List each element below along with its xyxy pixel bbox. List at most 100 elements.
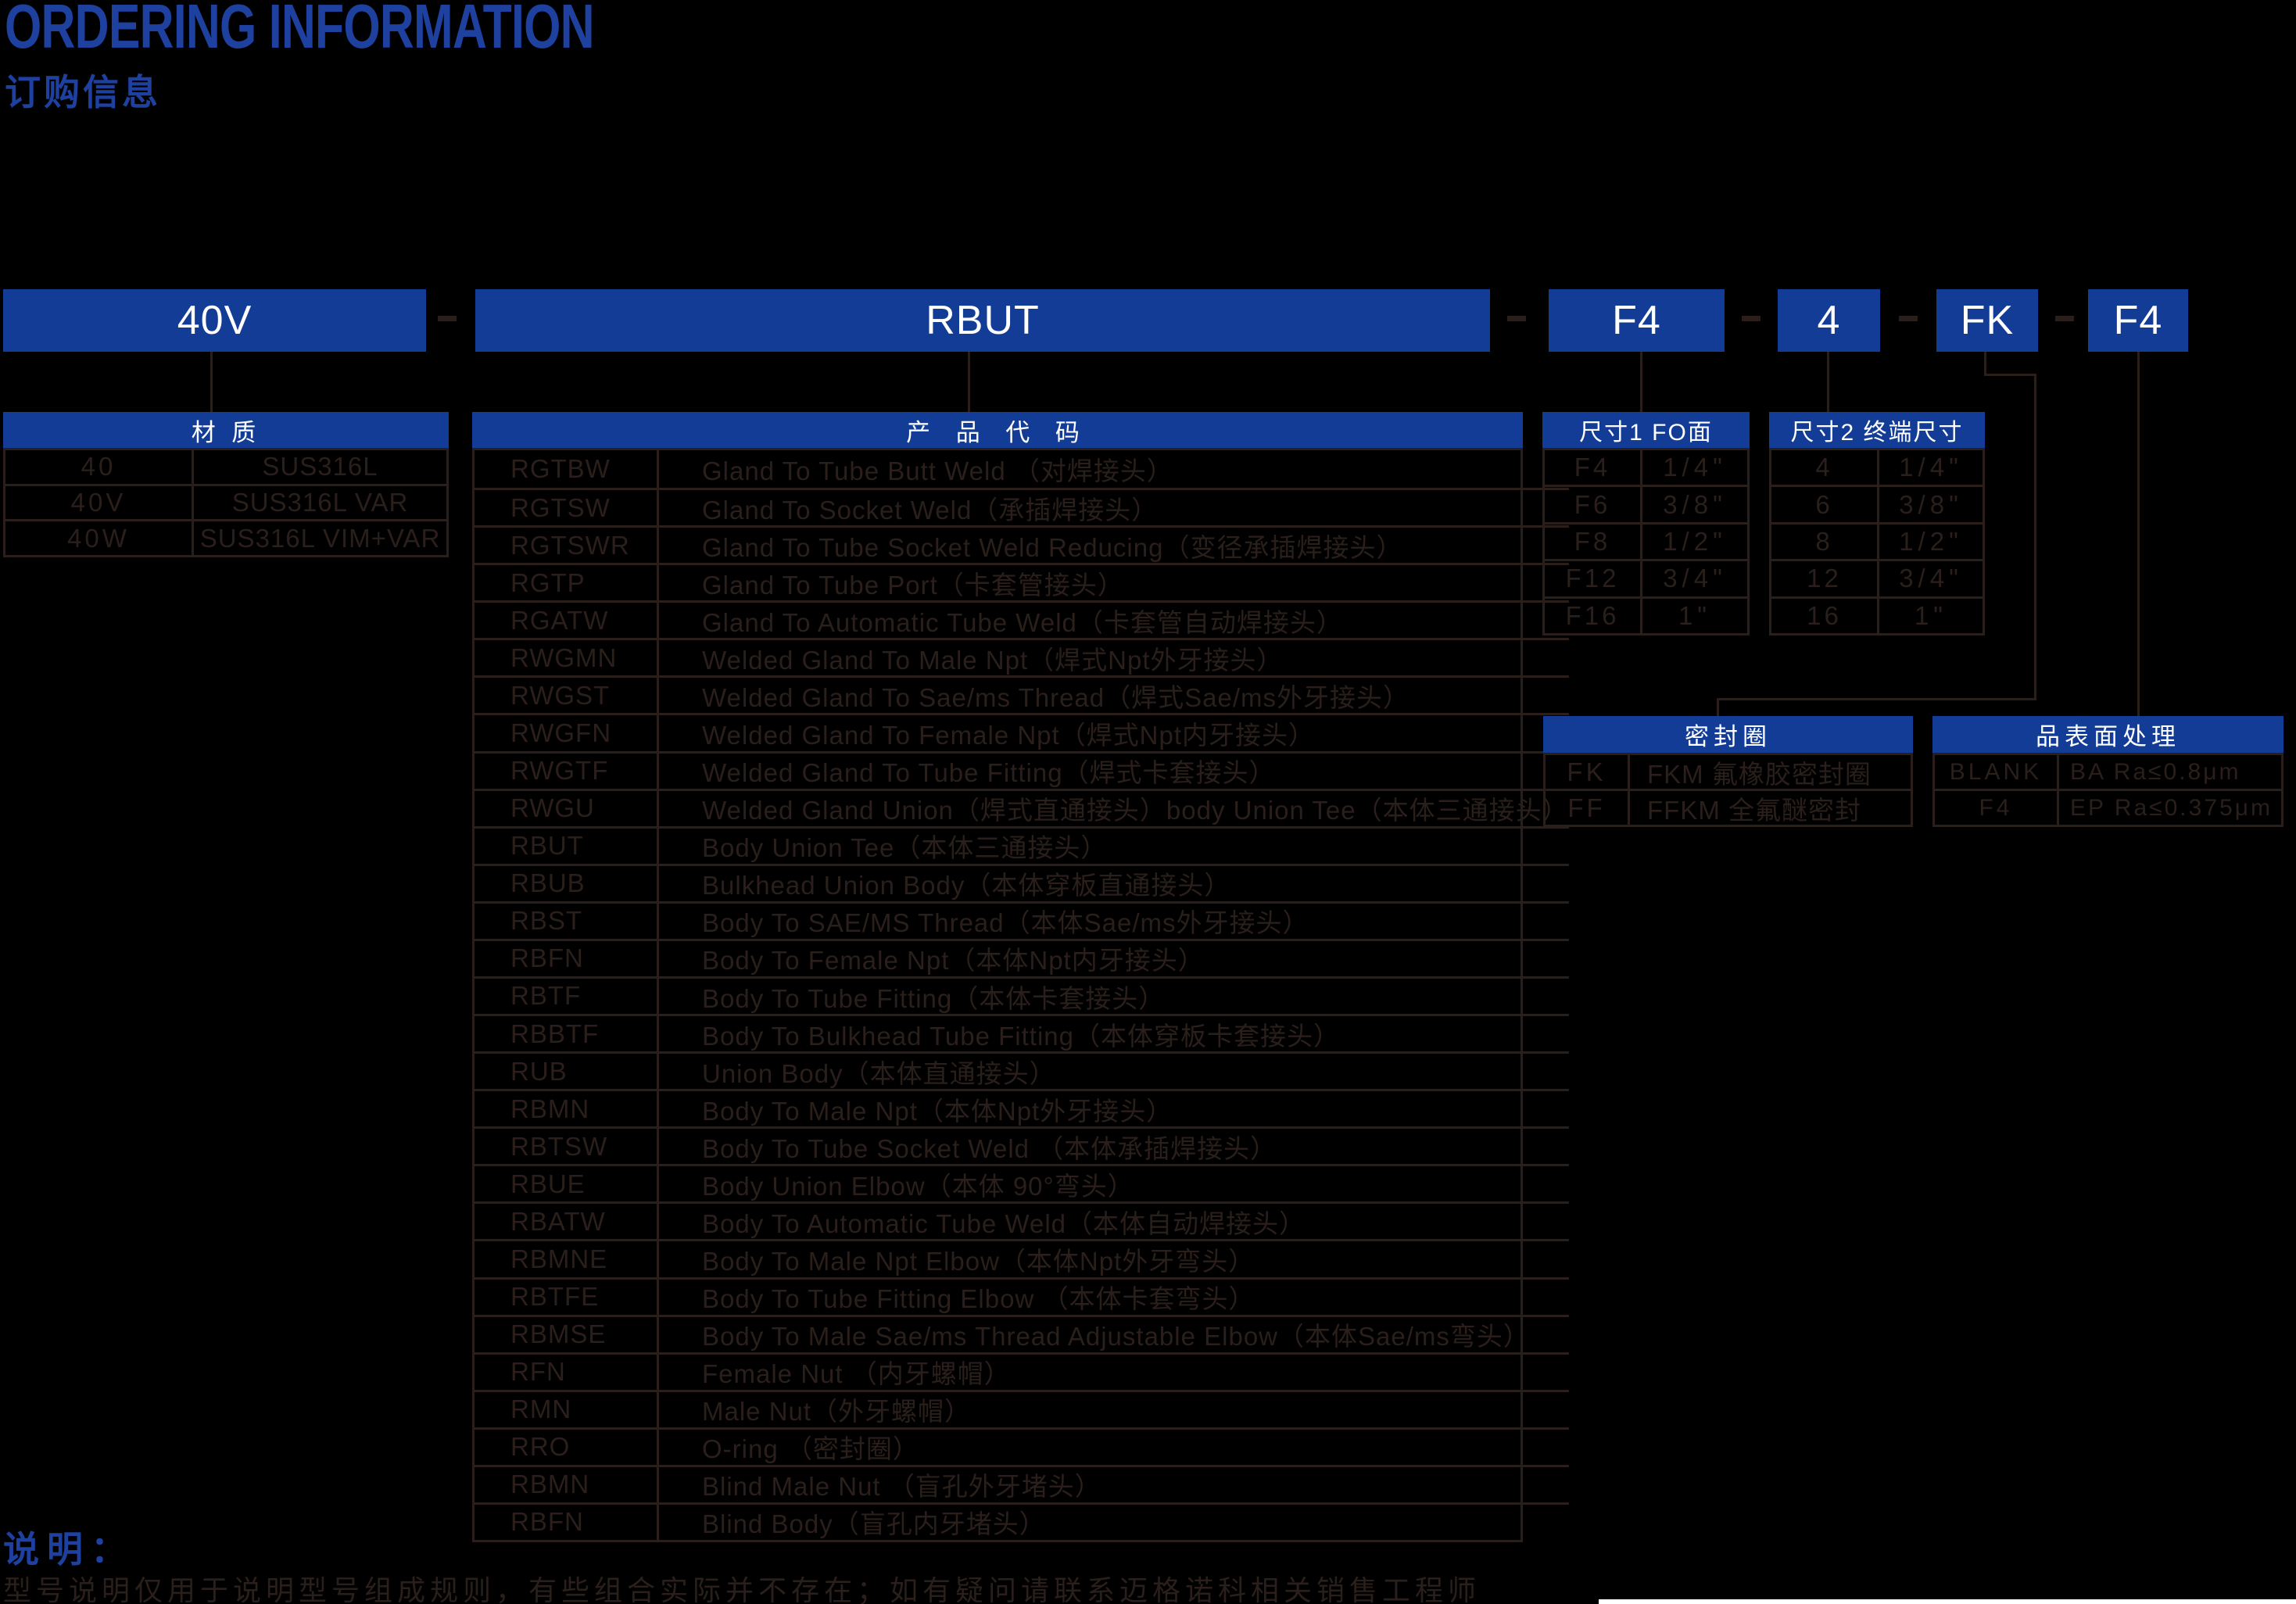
product-desc-cell: Gland To Tube Butt Weld （对焊接头） bbox=[702, 456, 1173, 486]
table-row: 8 1/2" bbox=[1771, 521, 1983, 560]
surface-code-cell: F4 bbox=[1935, 791, 2059, 825]
product-code-cell: RBATW bbox=[475, 1204, 659, 1240]
note-text: 型号说明仅用于说明型号组成规则，有些组合实际并不存在；如有疑问请联系迈格诺科相关… bbox=[3, 1574, 1481, 1604]
table-row: RBUE Body Union Elbow（本体 90°弯头） bbox=[475, 1164, 1569, 1202]
table-row: RBMN Body To Male Npt（本体Npt外牙接头） bbox=[475, 1089, 1569, 1127]
product-code-cell: RBTSW bbox=[475, 1129, 659, 1165]
size2-value-cell: 3/4" bbox=[1899, 564, 1963, 593]
connector-line-material bbox=[210, 352, 213, 412]
product-code-cell: RBTFE bbox=[475, 1279, 659, 1315]
size2-code-cell: 12 bbox=[1771, 561, 1879, 596]
product-desc-cell: Welded Gland To Female Npt（焊式Npt内牙接头） bbox=[702, 721, 1316, 750]
part-number-segment-surface: F4 bbox=[2088, 289, 2188, 352]
size1-value-cell: 3/8" bbox=[1663, 489, 1727, 519]
product-code-cell: RBUT bbox=[475, 828, 659, 864]
product-desc-cell: Body To Female Npt（本体Npt内牙接头） bbox=[702, 946, 1205, 976]
product-code-cell: RBUB bbox=[475, 865, 659, 901]
material-code-cell: 40 bbox=[5, 450, 194, 484]
connector-line-seal bbox=[2034, 374, 2036, 700]
product-desc-cell: Gland To Socket Weld（承插焊接头） bbox=[702, 495, 1159, 525]
surface-table: 品表面处理 BLANK BA Ra≤0.8μm F4 EP Ra≤0.375μm bbox=[1932, 716, 2283, 827]
seal-code-cell: FK bbox=[1546, 755, 1630, 789]
product-desc-cell: Male Nut（外牙螺帽） bbox=[702, 1397, 972, 1427]
connector-line-seal bbox=[1984, 352, 1986, 376]
size2-code-cell: 6 bbox=[1771, 487, 1879, 522]
size1-code-cell: F16 bbox=[1545, 598, 1642, 634]
product-desc-cell: Body To Tube Socket Weld （本体承插焊接头） bbox=[702, 1133, 1277, 1163]
product-desc-cell: Body To Tube Fitting（本体卡套接头） bbox=[702, 983, 1166, 1013]
size1-value-cell: 1" bbox=[1678, 600, 1712, 630]
size1-code-cell: F8 bbox=[1545, 524, 1642, 560]
product-code-cell: RWGMN bbox=[475, 640, 659, 676]
surface-code-cell: BLANK bbox=[1935, 755, 2059, 789]
product-code-table-header: 产 品 代 码 bbox=[472, 412, 1523, 448]
table-row: RBST Body To SAE/MS Thread（本体Sae/ms外牙接头） bbox=[475, 900, 1569, 939]
product-code-cell: RGTP bbox=[475, 565, 659, 601]
table-row: RBMSE Body To Male Sae/ms Thread Adjusta… bbox=[475, 1314, 1569, 1352]
table-row: RGTP Gland To Tube Port（卡套管接头） bbox=[475, 563, 1569, 601]
table-row: RBUB Bulkhead Union Body（本体穿板直通接头） bbox=[475, 863, 1569, 901]
size1-value-cell: 3/4" bbox=[1663, 564, 1727, 593]
product-code-cell: RBFN bbox=[475, 1504, 659, 1540]
part-number-segment-size2: 4 bbox=[1778, 289, 1880, 352]
product-code-cell: RFN bbox=[475, 1354, 659, 1390]
surface-desc-cell: EP Ra≤0.375μm bbox=[2070, 794, 2273, 821]
product-code-cell: RMN bbox=[475, 1391, 659, 1427]
page-edge-strip bbox=[1599, 1599, 2296, 1604]
product-desc-cell: Body To SAE/MS Thread（本体Sae/ms外牙接头） bbox=[702, 908, 1309, 938]
product-code-cell: RUB bbox=[475, 1054, 659, 1090]
product-code-cell: RBBTF bbox=[475, 1016, 659, 1052]
product-code-cell: RWGFN bbox=[475, 715, 659, 751]
table-row: RUB Union Body（本体直通接头） bbox=[475, 1051, 1569, 1090]
table-row: RGTSWR Gland To Tube Socket Weld Reducin… bbox=[475, 525, 1569, 564]
table-row: RWGTF Welded Gland To Tube Fitting（焊式卡套接… bbox=[475, 750, 1569, 789]
table-row: RBFN Blind Body（盲孔内牙堵头） bbox=[475, 1502, 1569, 1540]
product-desc-cell: Blind Body（盲孔内牙堵头） bbox=[702, 1509, 1046, 1539]
table-row: 40V SUS316L VAR bbox=[5, 483, 446, 520]
product-code-cell: RRO bbox=[475, 1429, 659, 1465]
product-desc-cell: Gland To Automatic Tube Weld（卡套管自动焊接头） bbox=[702, 607, 1343, 637]
material-name-cell: SUS316L VIM+VAR bbox=[199, 523, 441, 553]
table-row: RWGST Welded Gland To Sae/ms Thread（焊式Sa… bbox=[475, 675, 1569, 714]
dash-separator bbox=[1742, 316, 1761, 321]
size1-table: 尺寸1 FO面 F4 1/4" F6 3/8" F8 1/2" bbox=[1542, 412, 1750, 636]
connector-line-seal bbox=[1984, 374, 2036, 376]
size1-code-cell: F12 bbox=[1545, 561, 1642, 596]
table-row: F4 1/4" bbox=[1545, 450, 1747, 485]
dash-separator bbox=[438, 316, 457, 321]
page-title: ORDERING INFORMATION bbox=[5, 0, 595, 61]
size1-value-cell: 1/2" bbox=[1663, 527, 1727, 557]
seal-desc-cell: FKM 氟橡胶密封圈 bbox=[1647, 759, 1872, 789]
table-row: BLANK BA Ra≤0.8μm bbox=[1935, 755, 2281, 789]
size2-value-cell: 1/2" bbox=[1899, 527, 1963, 557]
product-desc-cell: Body To Bulkhead Tube Fitting（本体穿板卡套接头） bbox=[702, 1021, 1341, 1051]
table-row: RBBTF Body To Bulkhead Tube Fitting（本体穿板… bbox=[475, 1014, 1569, 1052]
table-row: F16 1" bbox=[1545, 596, 1747, 634]
table-row: RGTBW Gland To Tube Butt Weld （对焊接头） bbox=[475, 450, 1569, 489]
product-desc-cell: Blind Male Nut （盲孔外牙堵头） bbox=[702, 1472, 1101, 1502]
product-code-cell: RGTSWR bbox=[475, 528, 659, 564]
material-name-cell: SUS316L bbox=[262, 452, 378, 482]
seal-code-cell: FF bbox=[1546, 791, 1630, 825]
product-desc-cell: Bulkhead Union Body（本体穿板直通接头） bbox=[702, 871, 1231, 900]
material-table-header: 材 质 bbox=[3, 412, 449, 448]
dash-separator bbox=[2055, 316, 2074, 321]
size2-code-cell: 8 bbox=[1771, 524, 1879, 560]
product-desc-cell: Welded Gland To Sae/ms Thread（焊式Sae/ms外牙… bbox=[702, 682, 1409, 712]
product-code-table: 产 品 代 码 RGTBW Gland To Tube Butt Weld （对… bbox=[472, 412, 1569, 1542]
table-row: 16 1" bbox=[1771, 596, 1983, 634]
product-code-cell: RWGU bbox=[475, 790, 659, 826]
size2-table-header: 尺寸2 终端尺寸 bbox=[1769, 412, 1985, 448]
connector-line-seal bbox=[1717, 698, 1719, 718]
seal-table-header: 密封圈 bbox=[1543, 716, 1913, 753]
product-desc-cell: Welded Gland To Tube Fitting（焊式卡套接头） bbox=[702, 758, 1276, 788]
dash-separator bbox=[1507, 316, 1526, 321]
surface-table-header: 品表面处理 bbox=[1932, 716, 2283, 753]
material-code-cell: 40V bbox=[5, 485, 194, 520]
part-number-segment-product-code: RBUT bbox=[475, 289, 1490, 352]
page-subtitle: 订购信息 bbox=[5, 72, 161, 113]
product-desc-cell: Body To Male Sae/ms Thread Adjustable El… bbox=[702, 1322, 1530, 1352]
connector-line-size1 bbox=[1640, 352, 1642, 412]
product-desc-cell: Female Nut （内牙螺帽） bbox=[702, 1359, 1011, 1389]
size1-value-cell: 1/4" bbox=[1663, 453, 1727, 482]
